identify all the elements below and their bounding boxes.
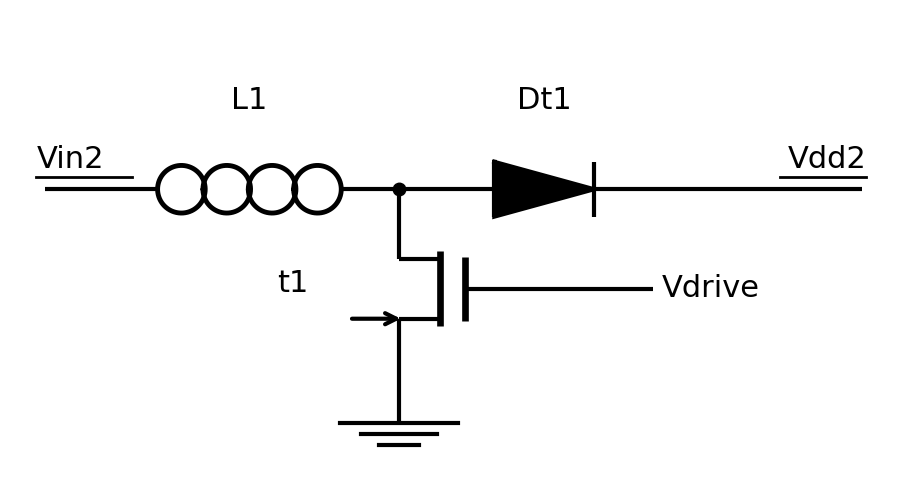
Text: Vin2: Vin2	[36, 145, 103, 174]
Text: Dt1: Dt1	[517, 86, 571, 115]
Polygon shape	[494, 162, 594, 217]
Text: L1: L1	[231, 86, 268, 115]
Text: Vdrive: Vdrive	[662, 274, 760, 303]
Text: t1: t1	[277, 269, 308, 298]
Text: Vdd2: Vdd2	[787, 145, 866, 174]
